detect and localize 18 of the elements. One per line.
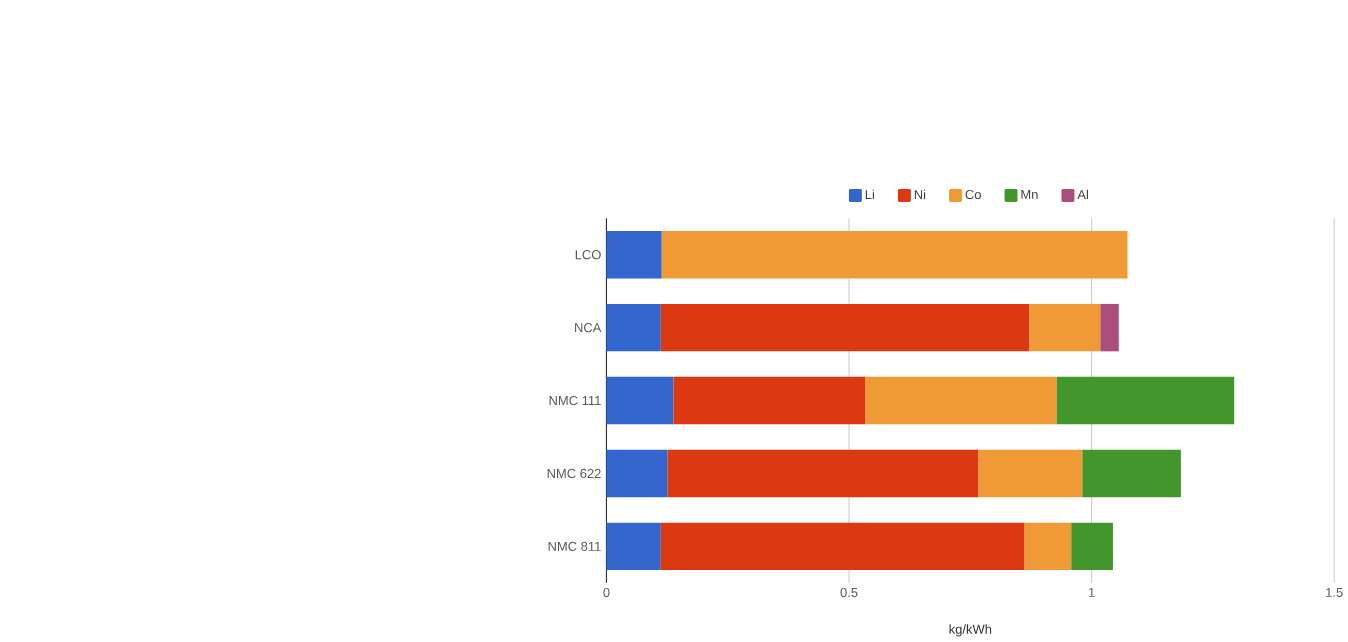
bar (661, 231, 1128, 279)
bar (1056, 377, 1235, 425)
bar (606, 450, 668, 498)
bar (606, 231, 662, 279)
bar (1071, 523, 1113, 571)
bar (606, 304, 661, 352)
bar (1024, 523, 1072, 571)
bar (660, 523, 1025, 571)
bar (660, 304, 1030, 352)
bar (1082, 450, 1181, 498)
bar (865, 377, 1057, 425)
bar (978, 450, 1083, 498)
bar (606, 523, 661, 571)
bar (1029, 304, 1101, 352)
bar (673, 377, 866, 425)
bar (1100, 304, 1119, 352)
bar (606, 377, 674, 425)
bar (667, 450, 979, 498)
